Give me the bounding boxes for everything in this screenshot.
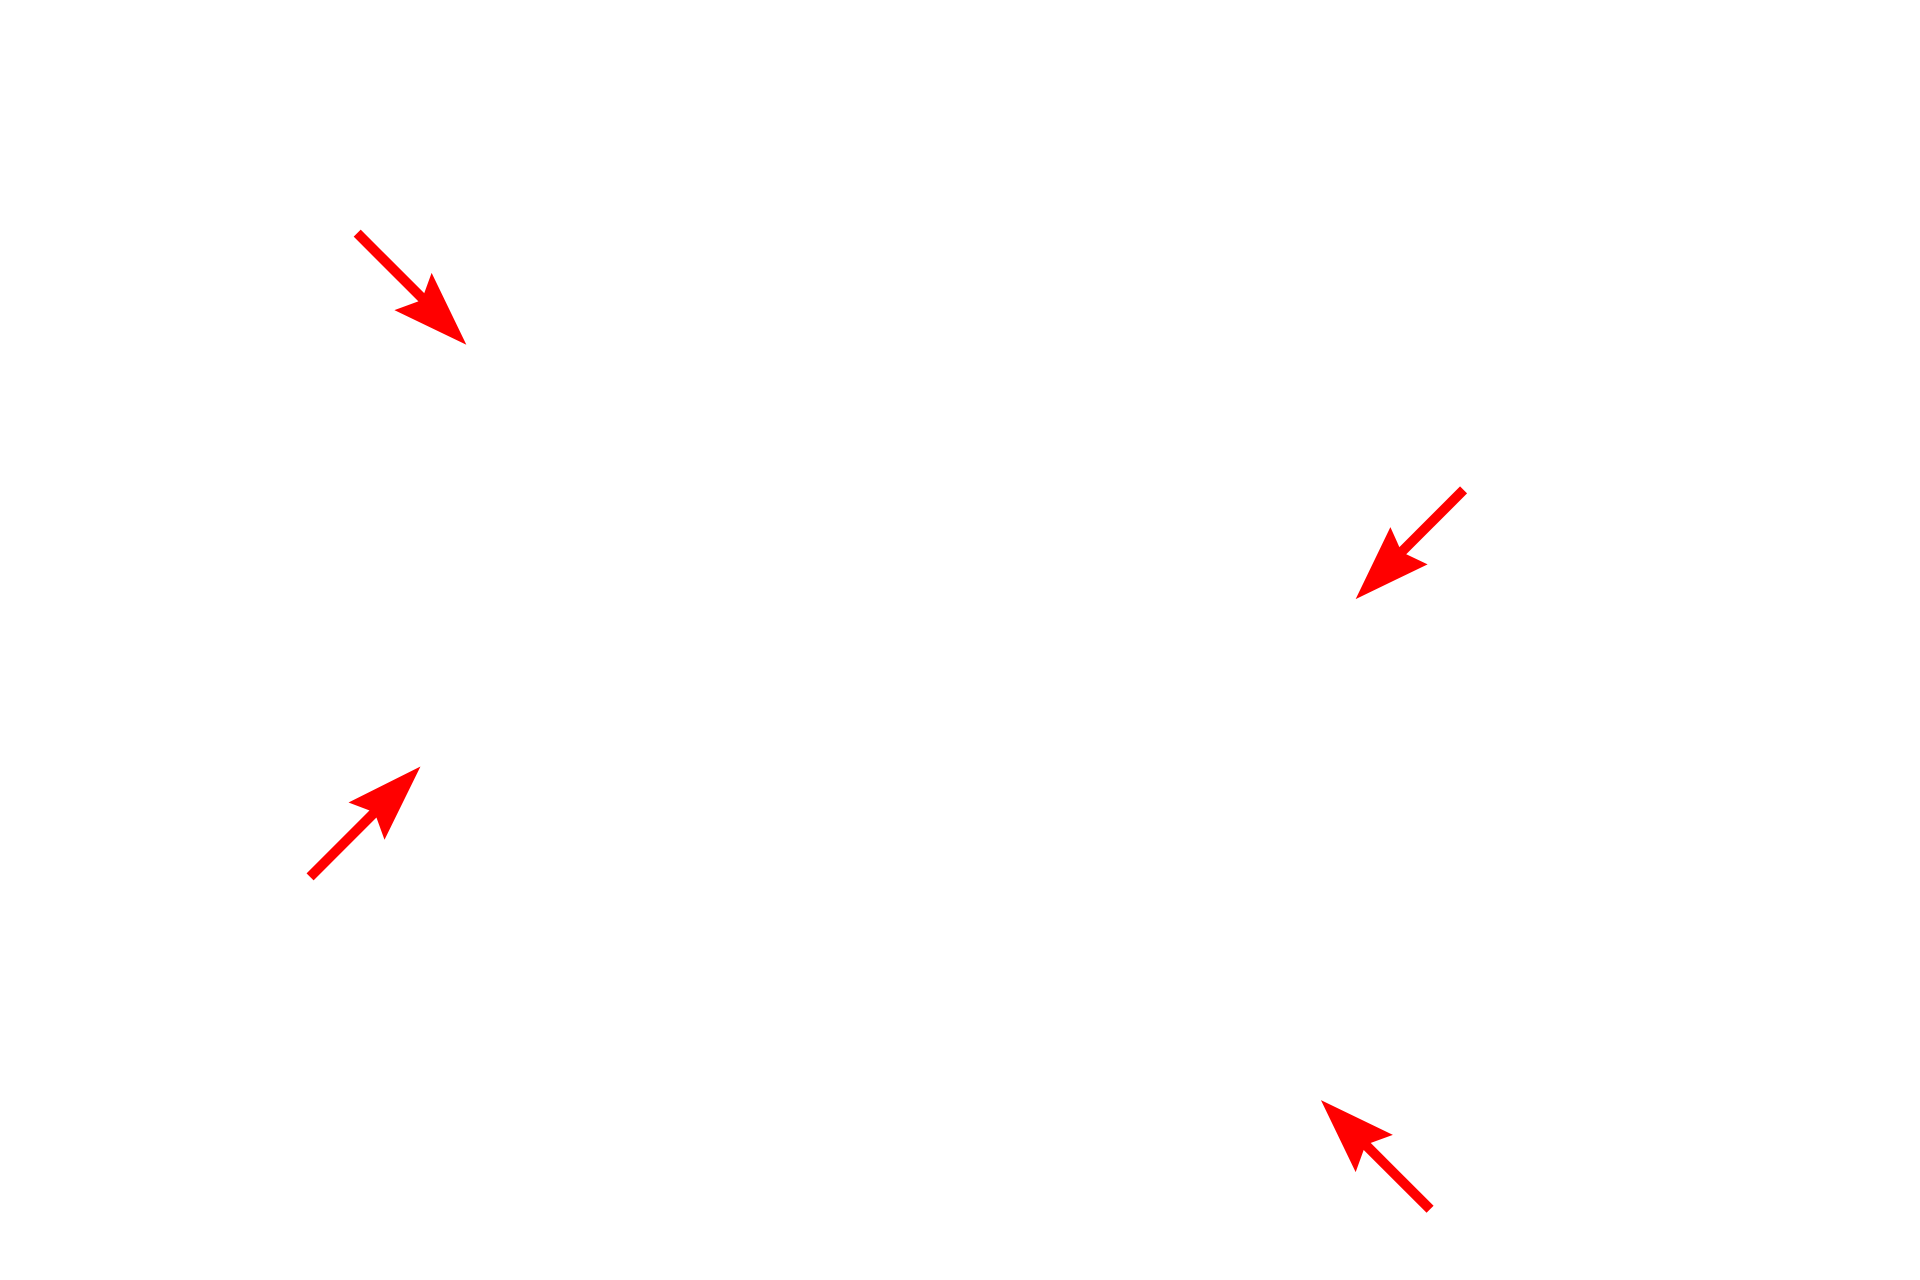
arrow-head bbox=[1355, 527, 1428, 600]
arrow-shaft bbox=[1359, 1138, 1434, 1213]
arrow-head bbox=[394, 272, 467, 345]
arrow bbox=[353, 229, 467, 345]
arrow bbox=[1320, 1100, 1434, 1213]
arrow bbox=[1355, 486, 1468, 600]
arrow-head bbox=[1320, 1100, 1393, 1173]
arrow-shaft bbox=[306, 806, 381, 881]
arrow bbox=[306, 766, 421, 881]
arrow-head bbox=[348, 766, 421, 840]
arrow-shaft bbox=[1395, 486, 1468, 558]
arrow-shaft bbox=[353, 229, 429, 305]
